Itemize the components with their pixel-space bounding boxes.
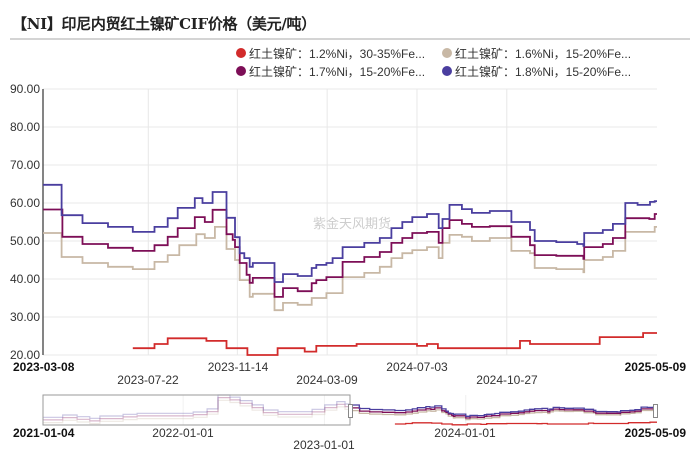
series-line-ni17 — [43, 208, 657, 298]
grid — [43, 88, 657, 356]
navigator-tick-label: 2022-01-01 — [152, 426, 214, 440]
navigator-history-line-ni16 — [43, 399, 351, 425]
series-line-ni18 — [43, 183, 657, 283]
y-tick-label: 50.00 — [9, 234, 40, 248]
navigator-line-ni12 — [394, 421, 657, 426]
navigator-label-start: 2021-01-04 — [13, 426, 75, 440]
legend-dot-icon — [442, 48, 452, 58]
legend-label: 红土镍矿：1.8%Ni，15-20%Fe... — [455, 64, 632, 79]
legend-dot-icon — [236, 66, 246, 76]
navigator-unselected-mask[interactable] — [42, 394, 351, 426]
x-tick-label-start: 2023-03-08 — [13, 360, 75, 374]
legend-item-ni18[interactable]: 红土镍矿：1.8%Ni，15-20%Fe... — [442, 64, 632, 79]
legend-label: 红土镍矿：1.6%Ni，15-20%Fe... — [455, 46, 632, 61]
y-tick-label: 60.00 — [9, 196, 40, 210]
navigator-handle-right[interactable] — [653, 404, 658, 418]
navigator-tick-label: 2023-01-01 — [293, 438, 355, 452]
y-tick-label: 90.00 — [9, 82, 40, 96]
y-tick-label: 80.00 — [9, 120, 40, 134]
y-tick-label: 40.00 — [9, 272, 40, 286]
navigator-line-ni17 — [350, 407, 657, 419]
legend-label: 红土镍矿：1.7%Ni，15-20%Fe... — [249, 64, 426, 79]
x-tick-label: 2023-11-14 — [207, 360, 269, 374]
navigator[interactable] — [42, 394, 657, 426]
legend-label: 红土镍矿：1.2%Ni，30-35%Fe... — [249, 46, 426, 61]
x-tick-label: 2023-07-22 — [117, 373, 179, 387]
navigator-tick-label: 2024-01-01 — [434, 426, 496, 440]
navigator-line-ni16 — [350, 409, 657, 421]
series-line-ni12 — [132, 332, 657, 356]
x-tick-label: 2024-03-09 — [296, 373, 358, 387]
title-divider — [10, 38, 690, 40]
y-tick-label: 70.00 — [9, 158, 40, 172]
y-tick-label: 20.00 — [9, 348, 40, 362]
legend-item-ni12[interactable]: 红土镍矿：1.2%Ni，30-35%Fe... — [236, 46, 426, 61]
legend-dot-icon — [442, 66, 452, 76]
legend-dot-icon — [236, 48, 246, 58]
x-tick-label: 2024-07-03 — [386, 360, 448, 374]
chart-title: 【NI】印尼内贸红土镍矿CIF价格（美元/吨） — [12, 15, 316, 33]
series-line-ni16 — [43, 226, 657, 312]
x-tick-label: 2024-10-27 — [476, 373, 538, 387]
x-tick-label-end: 2025-05-09 — [624, 360, 686, 374]
navigator-label-end: 2025-05-09 — [624, 426, 686, 440]
legend-item-ni17[interactable]: 红土镍矿：1.7%Ni，15-20%Fe... — [236, 64, 426, 79]
navigator-handle-left[interactable] — [347, 404, 353, 418]
y-tick-label: 30.00 — [9, 310, 40, 324]
legend-item-ni16[interactable]: 红土镍矿：1.6%Ni，15-20%Fe... — [442, 46, 632, 61]
watermark: 紫金天风期货 — [313, 216, 392, 231]
series-lines — [43, 183, 657, 356]
navigator-line-ni18 — [350, 404, 657, 417]
navigator-history-line-ni17 — [43, 397, 351, 422]
